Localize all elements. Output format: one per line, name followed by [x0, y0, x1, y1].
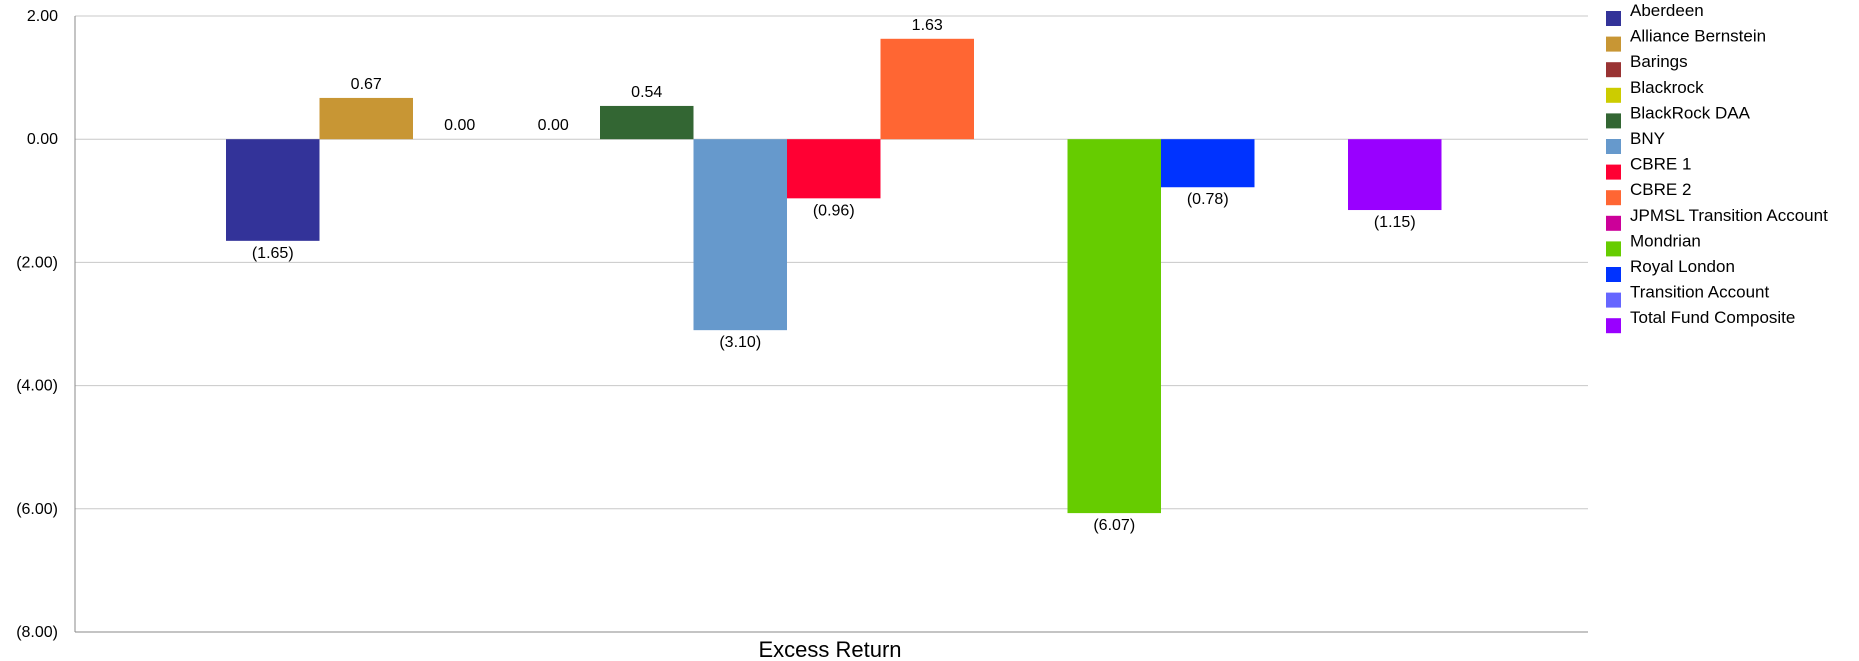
- y-tick-label: (4.00): [16, 378, 58, 395]
- data-label: (0.78): [1187, 191, 1229, 208]
- legend-label: CBRE 2: [1630, 180, 1691, 199]
- legend-swatch: [1606, 164, 1621, 180]
- bar-cbre-1[interactable]: [787, 139, 881, 199]
- data-label: (1.15): [1374, 214, 1416, 231]
- data-label: 1.63: [912, 17, 943, 34]
- bar-aberdeen[interactable]: [226, 139, 320, 241]
- bar-bny[interactable]: [693, 139, 788, 331]
- legend-swatch: [1606, 87, 1621, 103]
- legend-label: Aberdeen: [1630, 1, 1704, 20]
- legend-label: Transition Account: [1630, 283, 1769, 302]
- legend: Aberdeen Alliance Bernstein Barings Blackro…: [1606, 1, 1828, 334]
- y-tick-label: 0.00: [27, 131, 58, 148]
- legend-label: BlackRock DAA: [1630, 103, 1751, 122]
- axes: [74, 16, 1588, 633]
- legend-label: Alliance Bernstein: [1630, 27, 1766, 46]
- data-label: (6.07): [1093, 517, 1135, 534]
- legend-swatch: [1606, 36, 1621, 52]
- data-labels: (1.65) 0.67 0.00 0.00 0.54 (3.10) (0.96) 1.63 (6…: [252, 17, 1416, 534]
- legend-label: JPMSL Transition Account: [1630, 206, 1828, 225]
- legend-swatch: [1606, 62, 1621, 78]
- legend-label: Blackrock: [1630, 78, 1704, 97]
- gridlines: [75, 15, 1588, 633]
- legend-swatch: [1606, 318, 1621, 334]
- data-label: (3.10): [719, 334, 761, 351]
- bar-blackrock-daa[interactable]: [600, 105, 694, 140]
- y-tick-label: (2.00): [16, 254, 58, 271]
- x-axis-title: Excess Return: [758, 637, 901, 661]
- data-label: (0.96): [813, 202, 855, 219]
- legend-swatch: [1606, 241, 1621, 257]
- data-label: 0.00: [538, 117, 569, 134]
- legend-swatch: [1606, 267, 1621, 282]
- data-label: 0.54: [631, 84, 662, 101]
- bar-mondrian[interactable]: [1067, 139, 1162, 514]
- legend-swatch: [1606, 139, 1621, 154]
- legend-label: Mondrian: [1630, 231, 1701, 250]
- legend-label: Royal London: [1630, 257, 1735, 276]
- legend-label: Total Fund Composite: [1630, 308, 1795, 327]
- y-tick-label: (6.00): [16, 501, 58, 518]
- legend-label: BNY: [1630, 129, 1665, 148]
- data-label: (1.65): [252, 245, 294, 262]
- y-axis-ticks: 2.00 0.00 (2.00) (4.00) (6.00) (8.00): [16, 8, 58, 641]
- bar-cbre-2[interactable]: [880, 38, 975, 140]
- y-tick-label: (8.00): [16, 624, 58, 641]
- y-tick-label: 2.00: [27, 8, 58, 25]
- data-label: 0.00: [444, 117, 475, 134]
- legend-swatch: [1606, 215, 1621, 231]
- bars: [226, 38, 1442, 514]
- legend-label: Barings: [1630, 52, 1688, 71]
- legend-swatch: [1606, 292, 1621, 308]
- bar-total-fund-composite[interactable]: [1348, 139, 1442, 211]
- legend-swatch: [1606, 190, 1621, 206]
- legend-swatch: [1606, 113, 1621, 129]
- data-label: 0.67: [351, 76, 382, 93]
- legend-label: CBRE 1: [1630, 155, 1691, 174]
- legend-swatch: [1606, 11, 1621, 26]
- bar-royal-london[interactable]: [1161, 139, 1255, 188]
- bar-alliance-bernstein[interactable]: [319, 97, 414, 140]
